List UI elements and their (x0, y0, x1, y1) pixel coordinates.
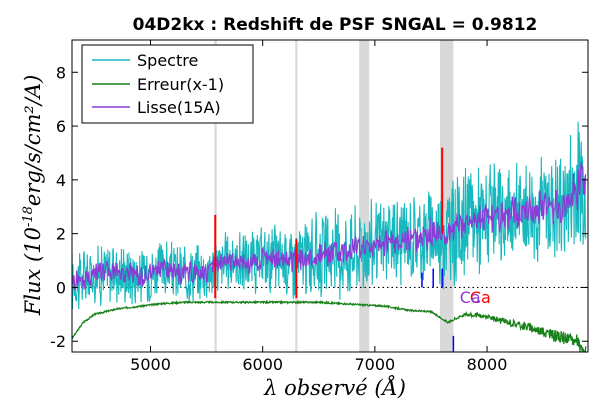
plot-frame (71, 39, 589, 353)
y-tick-label-3: 4 (56, 171, 66, 190)
legend-label-spectre: Spectre (137, 51, 198, 70)
grey-band-0 (214, 40, 217, 352)
y-tick-label-4: 6 (56, 117, 66, 136)
series-lisse-15a (71, 160, 587, 291)
annotation-1: Ca (460, 288, 481, 307)
chart-title: 04D2kx : Redshift de PSF SNGAL = 0.9812 (133, 15, 538, 35)
y-tick-label-2: 2 (56, 225, 66, 244)
y-tick-label-5: 8 (56, 63, 66, 82)
sky-line-markers (214, 147, 444, 299)
x-tick-label-2: 7000 (355, 355, 396, 374)
y-tick-label-1: 0 (56, 278, 66, 297)
x-tick-label-3: 8000 (467, 355, 508, 374)
series-layer (71, 121, 587, 353)
x-tick-label-1: 6000 (242, 355, 283, 374)
legend: Spectre Erreur(x-1) Lisse(15A) (81, 44, 254, 124)
grey-band-2 (359, 40, 370, 352)
y-axis-label-main: Flux (10 (21, 227, 45, 316)
series-erreur-x-1 (71, 299, 587, 353)
y-axis-label-unit: erg/s/cm²/A) (21, 75, 45, 206)
legend-label-lisse: Lisse(15A) (137, 98, 221, 117)
y-axis-label: Flux (10-18erg/s/cm²/A) (21, 75, 45, 317)
y-tick-label-0: -2 (50, 332, 66, 351)
grey-band-1 (295, 40, 298, 352)
y-axis-label-exponent: -18 (21, 206, 36, 227)
y-axis-ticks: -2 0 2 4 6 8 (50, 63, 588, 351)
annotation-0: Ca (470, 288, 491, 307)
legend-label-erreur: Erreur(x-1) (137, 75, 224, 94)
x-tick-label-0: 5000 (130, 355, 171, 374)
line-id-ticks (421, 268, 455, 352)
x-axis-label: λ observé (Å) (263, 375, 406, 400)
series-spectre (71, 121, 587, 310)
